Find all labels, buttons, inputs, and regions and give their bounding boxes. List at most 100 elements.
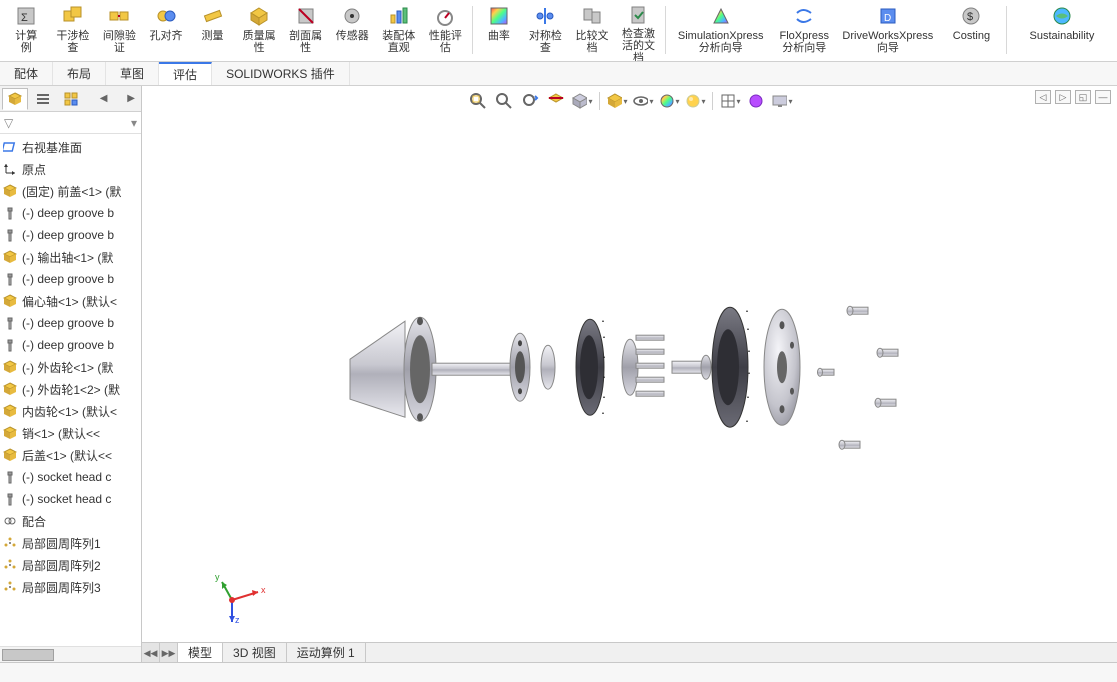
view-tabs: ◀◀ ▶▶ 模型3D 视图运动算例 1 xyxy=(142,642,1117,662)
sustain-label: Sustainability xyxy=(1030,30,1095,42)
viewport-ctrl-0[interactable]: ◁ xyxy=(1035,90,1051,104)
tree-item[interactable]: 局部圆周阵列2 xyxy=(0,554,141,576)
tree-item[interactable]: (-) deep groove b xyxy=(0,202,141,224)
model-exploded-view xyxy=(320,249,940,509)
dwx-label: DriveWorksXpress向导 xyxy=(842,30,933,54)
massprops-button[interactable]: 质量属性 xyxy=(237,2,282,60)
checkdoc-button[interactable]: 检查激活的文档 xyxy=(616,2,661,60)
view-hideshow-button[interactable] xyxy=(632,90,654,112)
tree-item[interactable]: 右视基准面 xyxy=(0,136,141,158)
tree-item[interactable]: (固定) 前盖<1> (默 xyxy=(0,180,141,202)
command-tab-3[interactable]: 评估 xyxy=(159,62,212,85)
symcheck-button[interactable]: 对称检查 xyxy=(523,2,568,60)
tree-tab-list[interactable] xyxy=(30,88,56,110)
view-dispstyle-button[interactable] xyxy=(606,90,628,112)
viewport-ctrl-2[interactable]: ◱ xyxy=(1075,90,1091,104)
ribbon-separator xyxy=(472,6,473,54)
tree-item-origin-icon xyxy=(2,161,18,177)
tree-item[interactable]: 销<1> (默认<< xyxy=(0,422,141,444)
measure-label: 测量 xyxy=(202,30,224,42)
tree-item[interactable]: 内齿轮<1> (默认< xyxy=(0,400,141,422)
tree-item[interactable]: (-) socket head c xyxy=(0,466,141,488)
tree-item-screw-icon xyxy=(2,205,18,221)
command-tab-0[interactable]: 配体 xyxy=(0,62,53,85)
viewport-ctrl-1[interactable]: ▷ xyxy=(1055,90,1071,104)
tree-item-pattern-icon xyxy=(2,557,18,573)
bottom-tab-0[interactable]: 模型 xyxy=(178,643,223,662)
view-viewset-button[interactable] xyxy=(719,90,741,112)
view-render-button[interactable] xyxy=(745,90,767,112)
tree-item[interactable]: (-) deep groove b xyxy=(0,224,141,246)
tree-item-label: (-) deep groove b xyxy=(22,228,114,242)
tree-tab-cfg[interactable] xyxy=(58,88,84,110)
viewport-window-controls: ◁ ▷ ◱ — xyxy=(1035,90,1111,104)
tree-item[interactable]: (-) deep groove b xyxy=(0,312,141,334)
flox-icon xyxy=(792,4,816,28)
graphics-viewport[interactable]: ◁ ▷ ◱ — xyxy=(142,86,1117,662)
simx-button[interactable]: SimulationXpress分析向导 xyxy=(670,2,772,60)
tree-item[interactable]: 偏心轴<1> (默认< xyxy=(0,290,141,312)
command-tab-2[interactable]: 草图 xyxy=(106,62,159,85)
tree-tab-next[interactable]: ▶ xyxy=(123,93,139,104)
asmviz-button[interactable]: 装配体直观 xyxy=(377,2,422,60)
tree-item[interactable]: (-) 外齿轮1<2> (默 xyxy=(0,378,141,400)
status-bar xyxy=(0,662,1117,682)
tree-item[interactable]: (-) 输出轴<1> (默 xyxy=(0,246,141,268)
viewport-ctrl-3[interactable]: — xyxy=(1095,90,1111,104)
bottom-tab-2[interactable]: 运动算例 1 xyxy=(287,643,366,662)
sustain-button[interactable]: Sustainability xyxy=(1011,2,1113,60)
view-tab-next[interactable]: ▶▶ xyxy=(160,643,178,662)
command-tab-4[interactable]: SOLIDWORKS 插件 xyxy=(212,62,350,85)
calc-icon: Σ xyxy=(14,4,38,28)
view-screen-button[interactable] xyxy=(771,90,793,112)
measure-button[interactable]: 测量 xyxy=(190,2,235,60)
flox-button[interactable]: FloXpress分析向导 xyxy=(774,2,835,60)
view-zoomfit-button[interactable] xyxy=(467,90,489,112)
tree-item[interactable]: 原点 xyxy=(0,158,141,180)
view-editappear-button[interactable] xyxy=(658,90,680,112)
sensor-label: 传感器 xyxy=(336,30,369,42)
command-tab-1[interactable]: 布局 xyxy=(53,62,106,85)
tree-hscrollbar[interactable] xyxy=(0,646,141,662)
tree-item[interactable]: 局部圆周阵列1 xyxy=(0,532,141,554)
tree-item[interactable]: (-) deep groove b xyxy=(0,334,141,356)
section-label: 剖面属性 xyxy=(284,30,327,54)
tree-filter-row[interactable]: ▽ ▾ xyxy=(0,112,141,134)
tree-tab-prev[interactable]: ◀ xyxy=(96,93,112,104)
calc-button[interactable]: Σ计算例 xyxy=(4,2,49,60)
curvature-button[interactable]: 曲率 xyxy=(477,2,522,60)
sensor-button[interactable]: 传感器 xyxy=(330,2,375,60)
ribbon-separator xyxy=(1006,6,1007,54)
view-sectionview-button[interactable] xyxy=(545,90,567,112)
view-vieworient-button[interactable] xyxy=(571,90,593,112)
checkdoc-label: 检查激活的文档 xyxy=(617,28,660,62)
bottom-tab-1[interactable]: 3D 视图 xyxy=(223,643,287,662)
tree-item[interactable]: (-) 外齿轮<1> (默 xyxy=(0,356,141,378)
interference-button[interactable]: 干涉检查 xyxy=(51,2,96,60)
tree-item[interactable]: 配合 xyxy=(0,510,141,532)
feature-tree-pane: ◀ ▶ ▽ ▾ 右视基准面原点(固定) 前盖<1> (默(-) deep gro… xyxy=(0,86,142,662)
costing-button[interactable]: $Costing xyxy=(941,2,1002,60)
compare-button[interactable]: 比较文档 xyxy=(570,2,615,60)
sensor-icon xyxy=(340,4,364,28)
holealign-icon xyxy=(154,4,178,28)
tree-item[interactable]: 局部圆周阵列3 xyxy=(0,576,141,598)
view-applyscn-button[interactable] xyxy=(684,90,706,112)
holealign-button[interactable]: 孔对齐 xyxy=(144,2,189,60)
curvature-label: 曲率 xyxy=(488,30,510,42)
tree-item-screw-icon xyxy=(2,469,18,485)
perf-button[interactable]: 性能评估 xyxy=(423,2,468,60)
tree-item-screw-icon xyxy=(2,315,18,331)
tree-item[interactable]: (-) socket head c xyxy=(0,488,141,510)
clearance-button[interactable]: 间隙验证 xyxy=(97,2,142,60)
tree-item[interactable]: 后盖<1> (默认<< xyxy=(0,444,141,466)
dwx-button[interactable]: DDriveWorksXpress向导 xyxy=(837,2,939,60)
section-button[interactable]: 剖面属性 xyxy=(283,2,328,60)
tree-item-label: (-) deep groove b xyxy=(22,338,114,352)
view-tab-prev[interactable]: ◀◀ xyxy=(142,643,160,662)
tree-tab-cube[interactable] xyxy=(2,88,28,110)
simx-icon xyxy=(709,4,733,28)
view-zoomarea-button[interactable] xyxy=(493,90,515,112)
view-prevview-button[interactable] xyxy=(519,90,541,112)
tree-item[interactable]: (-) deep groove b xyxy=(0,268,141,290)
